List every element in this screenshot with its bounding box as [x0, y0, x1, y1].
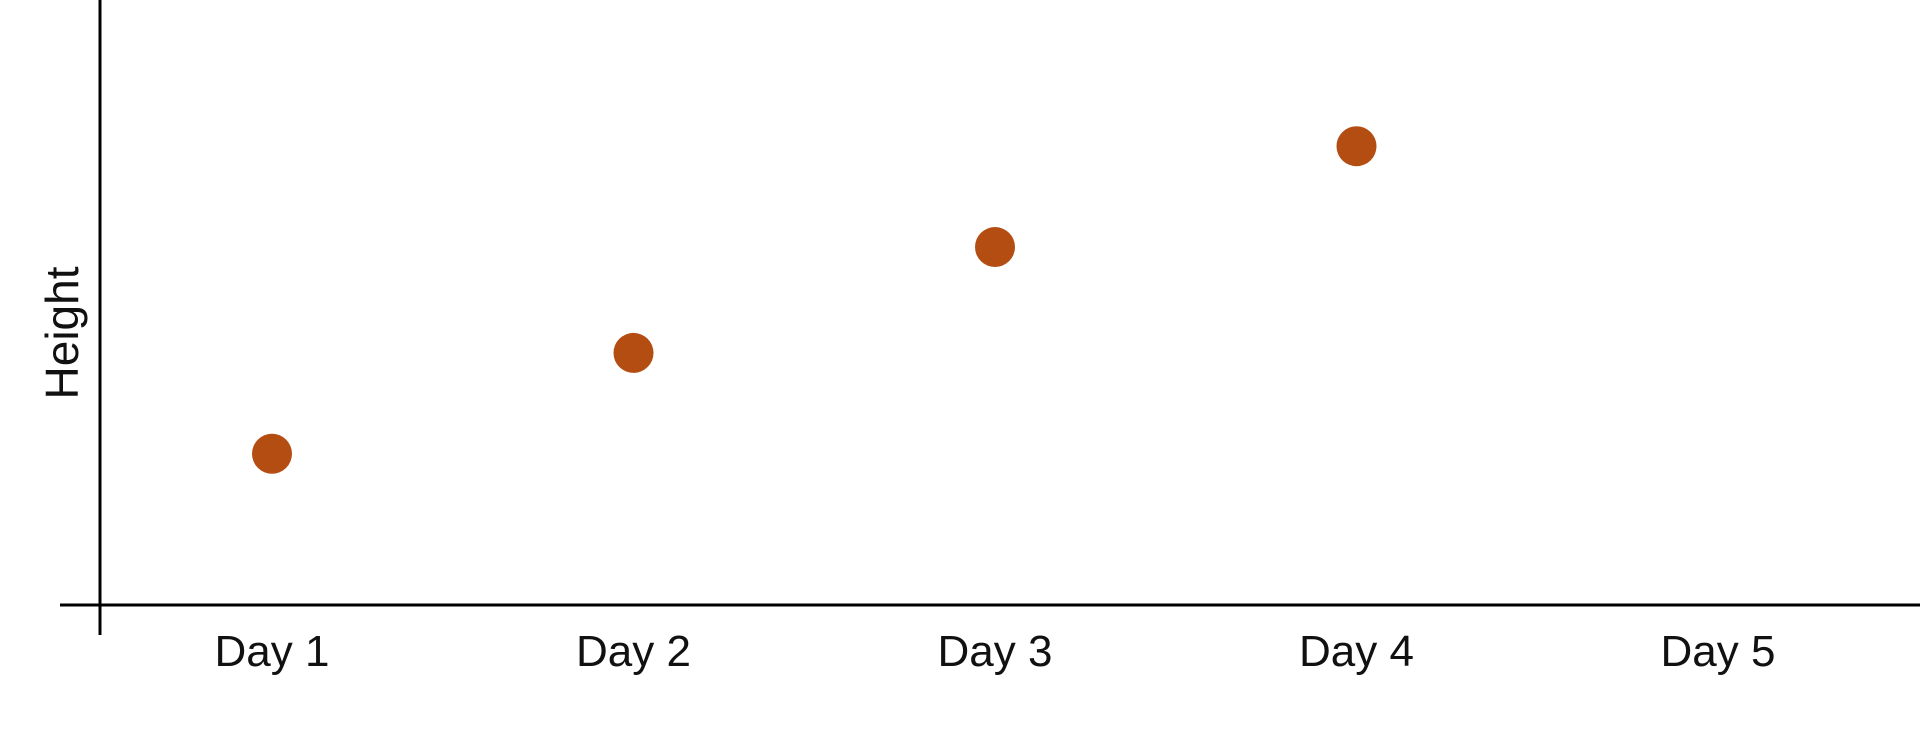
x-tick-labels: Day 1 Day 2 Day 3 Day 4 Day 5: [215, 627, 1776, 676]
x-tick-label: Day 5: [1661, 627, 1776, 676]
data-point: [975, 227, 1015, 268]
data-point: [252, 433, 292, 474]
x-tick-label: Day 2: [576, 627, 691, 676]
data-point: [613, 332, 654, 373]
x-tick-label: Day 4: [1299, 627, 1414, 676]
x-tick-label: Day 3: [938, 627, 1053, 676]
y-axis-title: Height: [36, 266, 88, 399]
axes: [60, 0, 1920, 635]
data-point: [1336, 126, 1377, 167]
data-points: [252, 126, 1377, 474]
x-tick-label: Day 1: [215, 627, 330, 676]
